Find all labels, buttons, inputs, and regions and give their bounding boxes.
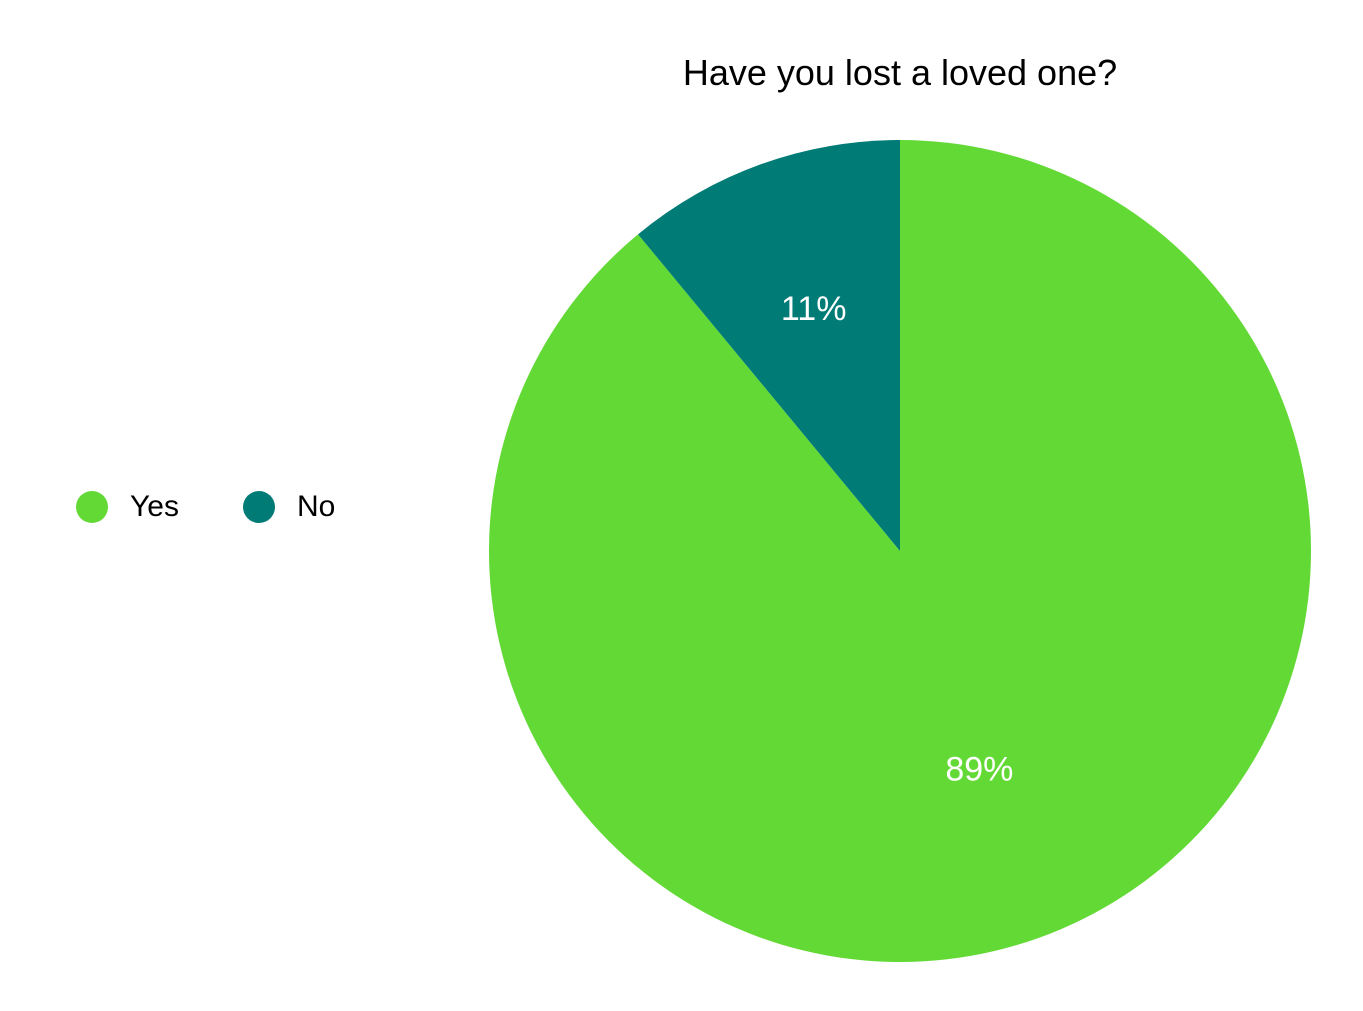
legend-item-no[interactable]: No: [242, 490, 336, 524]
pie-slice-no[interactable]: [638, 140, 900, 551]
chart-title: Have you lost a loved one?: [682, 52, 1118, 93]
legend-swatch-no: [242, 491, 275, 523]
legend-item-yes[interactable]: Yes: [76, 490, 179, 524]
slice-label-no: 11%: [781, 290, 847, 328]
legend-label-yes: Yes: [130, 490, 179, 523]
legend: Yes No: [76, 490, 399, 524]
legend-label-no: No: [296, 490, 336, 523]
legend-swatch-yes: [76, 491, 108, 523]
slice-label-yes: 89%: [945, 750, 1013, 788]
